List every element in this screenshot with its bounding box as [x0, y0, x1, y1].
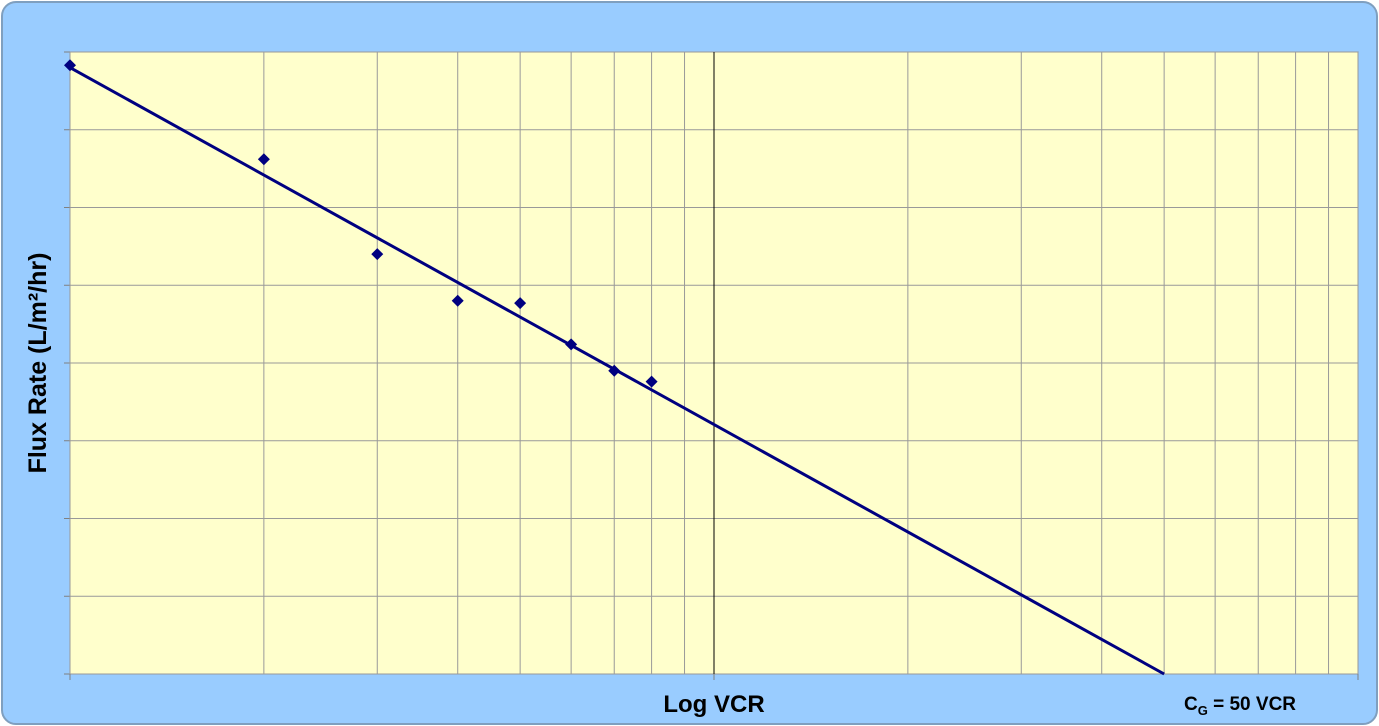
- grid: [64, 51, 1359, 680]
- annotation-base: C: [1184, 694, 1198, 715]
- data-point: [257, 153, 270, 166]
- data-point: [451, 294, 464, 307]
- data-point: [514, 297, 527, 310]
- annotation: CG = 50 VCR: [1184, 694, 1296, 718]
- data-point: [371, 248, 384, 261]
- trend-line: [69, 66, 1165, 676]
- annotation-rest: = 50 VCR: [1208, 694, 1296, 715]
- data-point: [645, 375, 658, 388]
- y-axis-label: Flux Rate (L/m²/hr): [24, 253, 52, 474]
- annotation-sub: G: [1198, 703, 1208, 718]
- x-axis-label: Log VCR: [663, 691, 764, 718]
